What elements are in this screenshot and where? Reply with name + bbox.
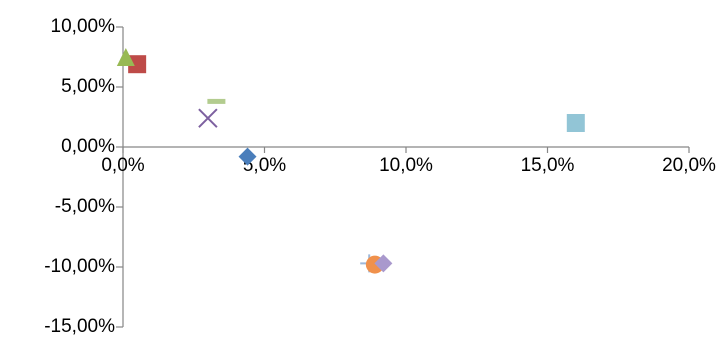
data-point-diamond (238, 147, 257, 166)
y-tick-label: 5,00% (61, 76, 115, 97)
y-tick-label: 0,00% (61, 136, 115, 157)
y-tick-label: -5,00% (55, 196, 115, 217)
y-tick-label: -10,00% (44, 256, 115, 277)
data-point-square (128, 55, 147, 74)
y-tick-label: 10,00% (51, 16, 116, 37)
data-points (116, 48, 585, 274)
x-tick-label: 10,0% (379, 155, 433, 176)
x-tick-label: 15,0% (521, 155, 575, 176)
x-tick-label: 0,0% (101, 155, 144, 176)
x-tick-label: 20,0% (662, 155, 716, 176)
data-point-x (198, 108, 218, 128)
data-point-dash (207, 98, 226, 104)
y-tick-label: -15,00% (44, 316, 115, 336)
axes (116, 26, 690, 328)
data-point-triangle (116, 48, 135, 66)
data-point-diamond (374, 254, 393, 273)
data-point-square (566, 114, 585, 132)
x-tick-label: 5,0% (243, 155, 286, 176)
tick-labels: 10,00% 5,00% 0,00% -5,00% -10,00% -15,00% 0,0%… (44, 16, 716, 337)
